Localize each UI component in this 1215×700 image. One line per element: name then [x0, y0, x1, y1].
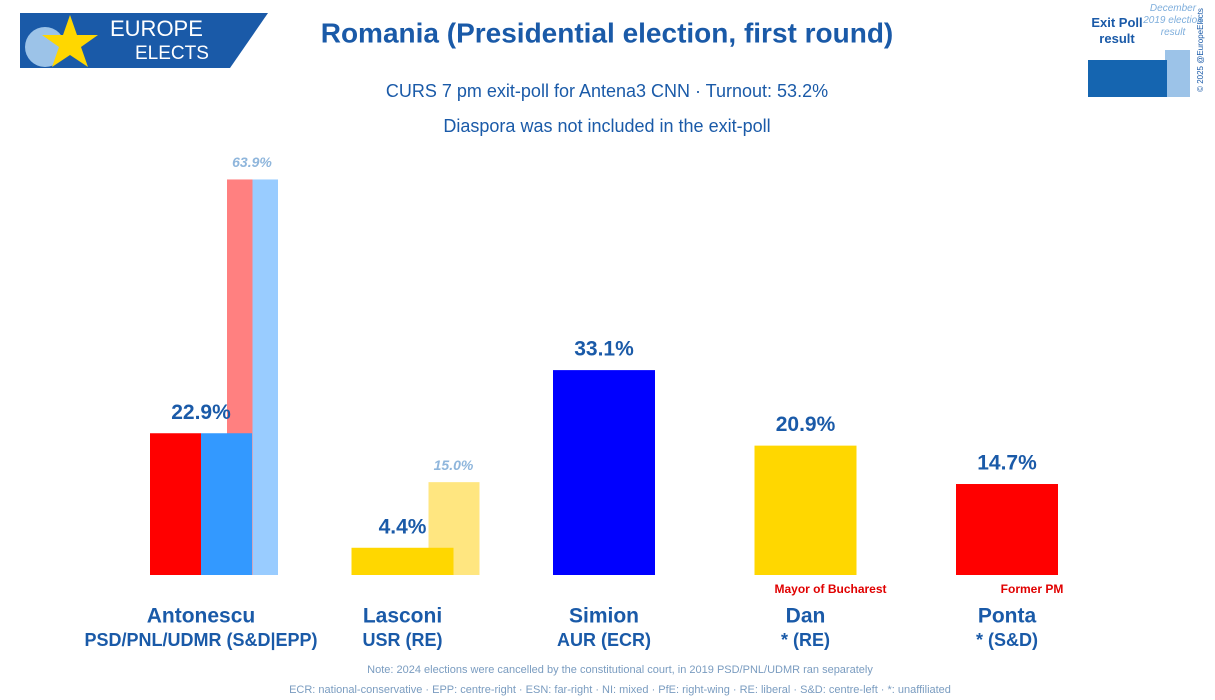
- subtitle: CURS 7 pm exit-poll for Antena3 CNN · Tu…: [386, 81, 828, 101]
- bar: [351, 547, 454, 575]
- x-tick-label: Dan: [786, 605, 826, 628]
- annotation: Former PM: [1001, 582, 1064, 596]
- legend-label: December 2019 election result: [1143, 3, 1203, 38]
- legend-label: Exit Poll result: [1091, 15, 1143, 46]
- party-label: PSD/PNL/UDMR (S&D|EPP): [84, 630, 317, 650]
- note: Note: 2024 elections were cancelled by t…: [367, 664, 873, 676]
- value-label: 33.1%: [574, 338, 634, 361]
- logo-bottom: ELECTS: [135, 43, 209, 64]
- value-label: 20.9%: [776, 413, 836, 436]
- legend-swatch: [1165, 50, 1190, 97]
- bar: [252, 179, 278, 576]
- party-label: * (RE): [781, 630, 830, 650]
- value-label: 22.9%: [171, 401, 231, 424]
- value-label: 14.7%: [977, 452, 1037, 475]
- annotation: Mayor of Bucharest: [774, 582, 886, 596]
- subtitle: Diaspora was not included in the exit-po…: [443, 116, 770, 136]
- x-tick-label: Ponta: [978, 605, 1037, 628]
- party-label: * (S&D): [976, 630, 1038, 650]
- x-tick-label: Antonescu: [147, 605, 256, 628]
- bar: [754, 445, 857, 575]
- value-label: 4.4%: [379, 515, 427, 538]
- bar: [553, 370, 655, 575]
- previous-value-label: 15.0%: [434, 457, 474, 473]
- note: ECR: national-conservative · EPP: centre…: [289, 684, 951, 696]
- logo-star: [42, 15, 98, 67]
- bar: [956, 484, 1058, 575]
- logo-top: EUROPE: [110, 16, 203, 41]
- bar: [201, 433, 252, 575]
- bar: [150, 433, 201, 575]
- legend-swatch: [1088, 60, 1167, 97]
- party-label: USR (RE): [363, 630, 443, 650]
- party-label: AUR (ECR): [557, 630, 651, 650]
- x-tick-label: Simion: [569, 605, 639, 628]
- x-tick-label: Lasconi: [363, 605, 442, 628]
- copyright: © 2025 @EuropeElects: [1196, 8, 1205, 92]
- previous-value-label: 63.9%: [232, 154, 272, 170]
- chart-title: Romania (Presidential election, first ro…: [321, 17, 894, 48]
